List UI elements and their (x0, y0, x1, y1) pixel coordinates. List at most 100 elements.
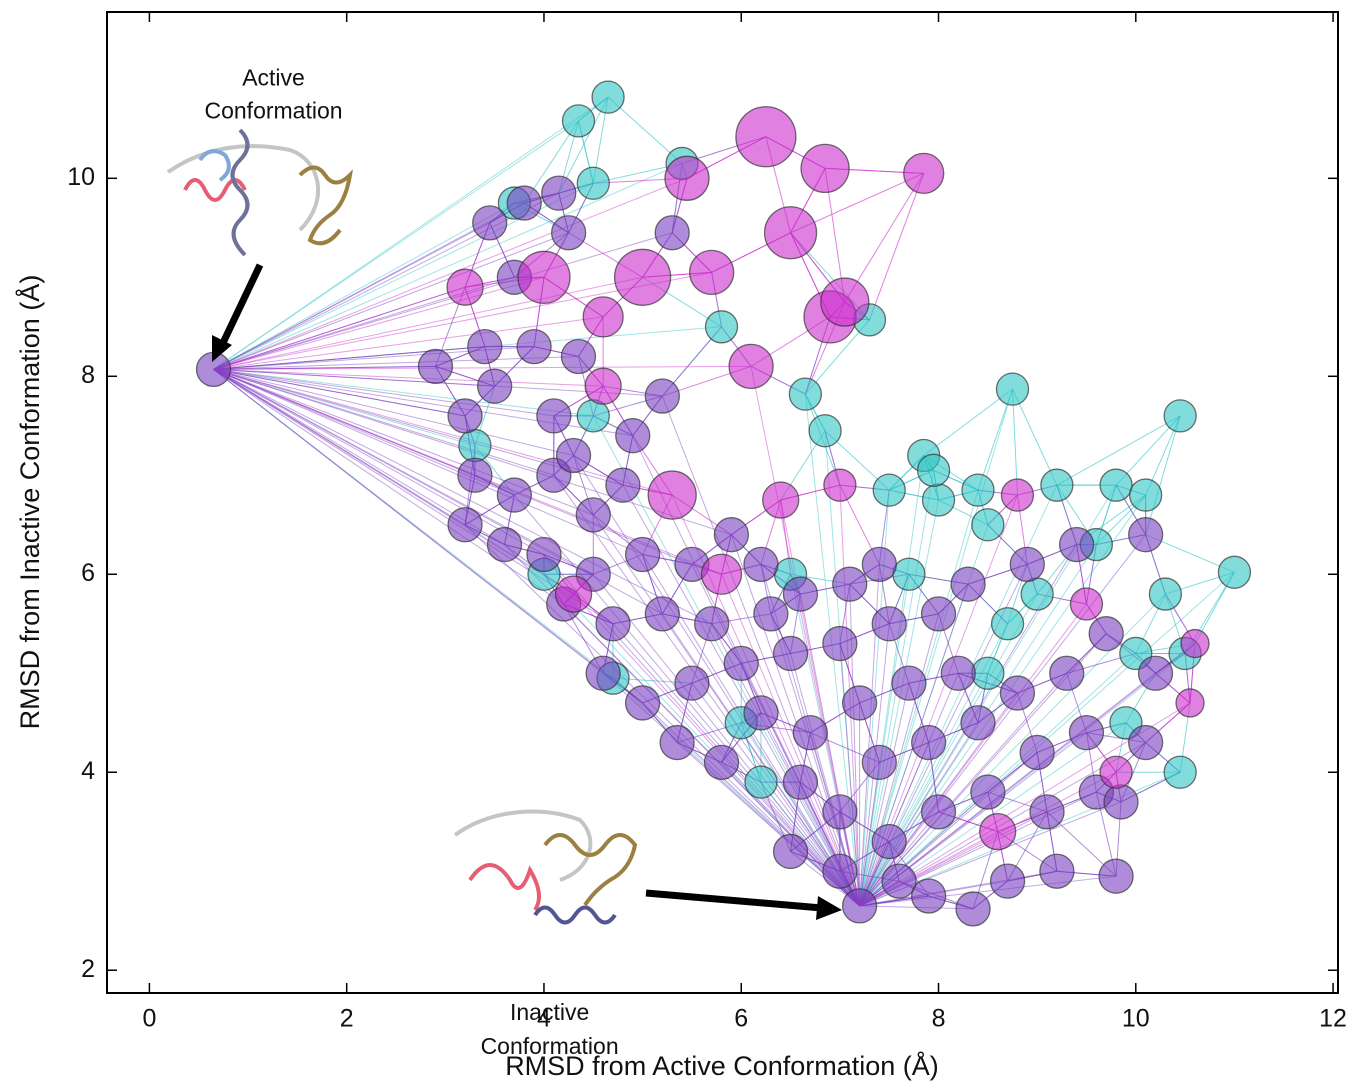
point (693, 606, 730, 642)
point (955, 891, 991, 927)
point (1217, 555, 1252, 589)
point (554, 575, 593, 613)
point (920, 596, 957, 632)
point (940, 655, 976, 691)
edge (213, 368, 554, 417)
point (823, 468, 857, 502)
x-tick-label: 0 (142, 1005, 156, 1033)
point (674, 665, 710, 701)
point (561, 104, 596, 138)
point (960, 705, 996, 741)
edge (859, 762, 880, 906)
point (582, 296, 624, 338)
point (1175, 688, 1205, 718)
point (832, 566, 868, 602)
point (871, 823, 907, 860)
edge (213, 368, 604, 674)
y-tick-label: 8 (81, 361, 95, 389)
point (911, 724, 947, 761)
point (772, 833, 809, 870)
y-tick-label: 2 (81, 955, 95, 983)
point (560, 338, 597, 375)
arrow-head (816, 896, 842, 920)
edge (592, 514, 861, 907)
point (1088, 616, 1124, 652)
point (659, 724, 695, 761)
point (921, 483, 956, 517)
y-tick-label: 10 (67, 163, 95, 191)
inactive-structure (453, 809, 638, 925)
point (822, 625, 858, 662)
edge (859, 683, 910, 906)
point (688, 249, 735, 295)
point (585, 655, 621, 691)
edge (1011, 389, 1018, 496)
point (644, 596, 680, 632)
edge (213, 177, 688, 370)
point (624, 685, 661, 721)
point (971, 508, 1005, 542)
point (911, 878, 947, 914)
edge (799, 593, 861, 906)
point (1137, 655, 1174, 691)
point (615, 418, 651, 454)
edge (213, 365, 436, 370)
point (550, 215, 587, 251)
y-axis-label: RMSD from Inactive Conformation (Å) (14, 275, 45, 730)
edge (573, 455, 861, 907)
point (458, 428, 492, 463)
plot-frame (106, 11, 1339, 994)
edge (213, 202, 525, 370)
point (841, 685, 878, 721)
point (792, 715, 828, 751)
point (703, 744, 740, 781)
edge (1056, 415, 1181, 486)
edge (859, 389, 1013, 907)
point (995, 372, 1030, 406)
edge (213, 355, 579, 370)
point (476, 368, 513, 404)
point (950, 566, 986, 602)
edge (213, 368, 495, 387)
point (1029, 794, 1065, 830)
edge (859, 811, 939, 907)
point (999, 675, 1036, 711)
edge (213, 368, 673, 496)
annotation: Inactive (510, 999, 589, 1025)
point (516, 328, 552, 365)
edge (859, 653, 1186, 907)
point (782, 576, 819, 612)
point (1129, 478, 1163, 512)
point (555, 437, 592, 474)
point (1128, 517, 1164, 553)
arrow (218, 263, 264, 347)
edge (213, 368, 476, 476)
point (575, 497, 611, 533)
point (744, 765, 778, 799)
point (1068, 715, 1105, 751)
edge (213, 276, 545, 370)
point (1019, 734, 1055, 771)
edge (213, 368, 466, 526)
point (457, 457, 493, 493)
point (517, 250, 571, 304)
point (772, 635, 809, 672)
point (743, 695, 779, 731)
points (195, 80, 1252, 927)
edge (213, 368, 643, 704)
edge (213, 368, 712, 625)
point (536, 398, 572, 434)
edge (859, 643, 1196, 907)
edge (558, 96, 609, 194)
edge (859, 875, 1117, 907)
point (644, 378, 680, 414)
point (788, 377, 823, 411)
x-tick-label: 10 (1122, 1005, 1150, 1033)
edge (213, 96, 609, 370)
point (989, 863, 1026, 899)
edge (213, 368, 574, 456)
point (647, 470, 697, 520)
edge (839, 643, 861, 906)
edge (213, 286, 466, 370)
point (1049, 655, 1085, 691)
